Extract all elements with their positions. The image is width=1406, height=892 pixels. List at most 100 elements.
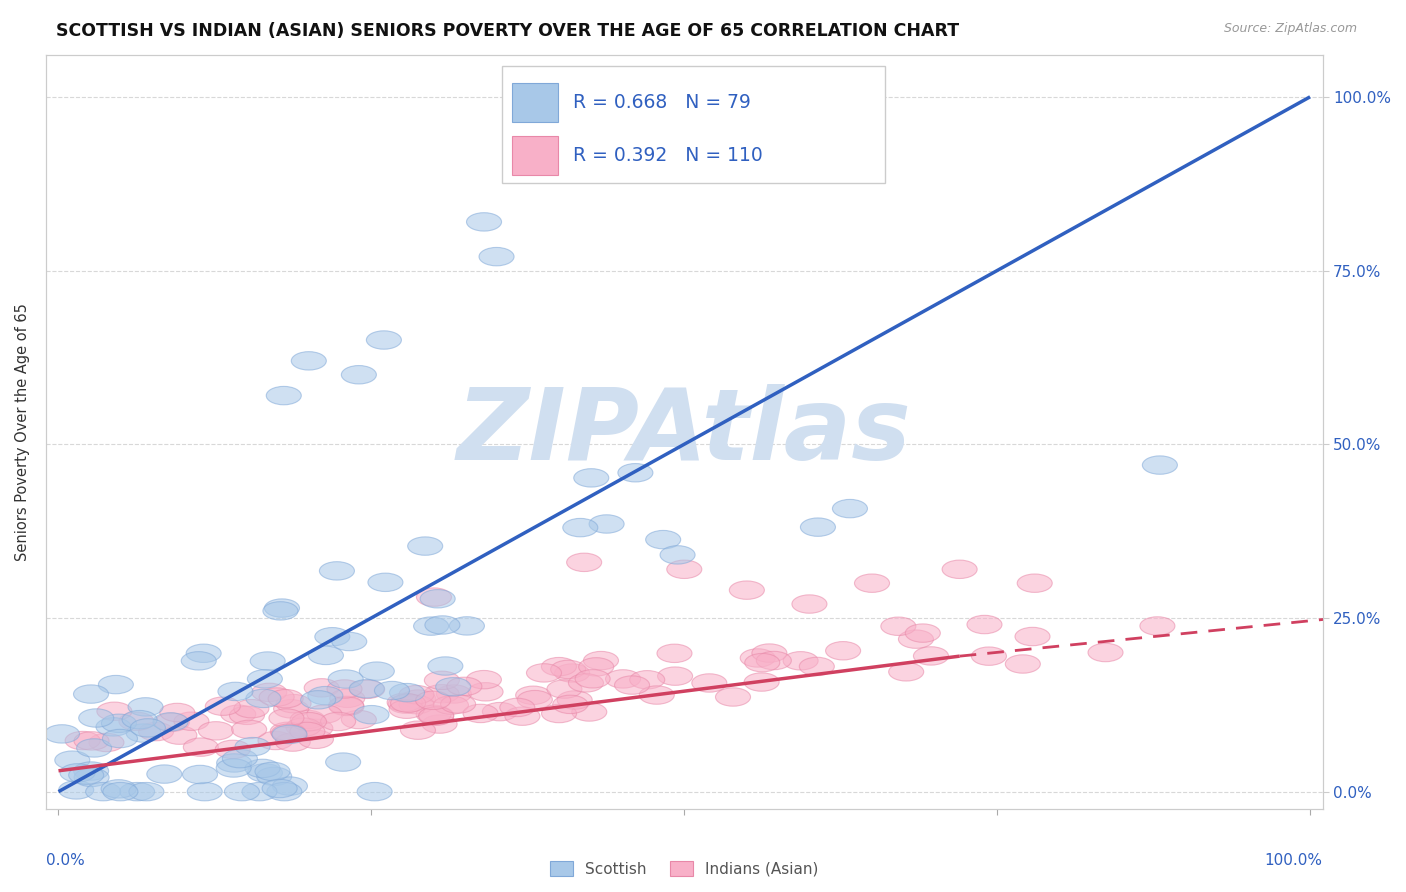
Ellipse shape	[73, 762, 108, 780]
Ellipse shape	[389, 700, 425, 718]
Ellipse shape	[425, 615, 460, 634]
Ellipse shape	[357, 782, 392, 801]
Ellipse shape	[399, 685, 434, 704]
Ellipse shape	[187, 782, 222, 801]
Ellipse shape	[436, 678, 471, 696]
Ellipse shape	[274, 699, 309, 718]
Ellipse shape	[447, 677, 482, 696]
Ellipse shape	[69, 766, 104, 784]
Ellipse shape	[889, 663, 924, 681]
Ellipse shape	[752, 644, 787, 662]
Ellipse shape	[408, 537, 443, 556]
Ellipse shape	[350, 680, 385, 698]
Ellipse shape	[96, 718, 131, 736]
Ellipse shape	[574, 468, 609, 487]
Ellipse shape	[332, 632, 367, 650]
Text: ZIPAtlas: ZIPAtlas	[457, 384, 911, 481]
Ellipse shape	[517, 690, 553, 709]
Ellipse shape	[267, 782, 302, 801]
Ellipse shape	[250, 652, 285, 670]
Ellipse shape	[630, 671, 665, 689]
Ellipse shape	[440, 695, 475, 714]
Ellipse shape	[399, 696, 434, 714]
Ellipse shape	[308, 687, 343, 705]
Ellipse shape	[218, 682, 253, 700]
Ellipse shape	[131, 719, 166, 737]
Ellipse shape	[120, 782, 155, 801]
Ellipse shape	[290, 723, 325, 740]
FancyBboxPatch shape	[502, 66, 884, 183]
Ellipse shape	[562, 518, 598, 537]
Ellipse shape	[98, 675, 134, 694]
Text: SCOTTISH VS INDIAN (ASIAN) SENIORS POVERTY OVER THE AGE OF 65 CORRELATION CHART: SCOTTISH VS INDIAN (ASIAN) SENIORS POVER…	[56, 22, 959, 40]
Ellipse shape	[329, 698, 364, 715]
Ellipse shape	[554, 664, 589, 682]
Ellipse shape	[304, 679, 339, 697]
Ellipse shape	[174, 712, 209, 731]
Ellipse shape	[215, 740, 250, 758]
Text: R = 0.668   N = 79: R = 0.668 N = 79	[574, 93, 751, 112]
Ellipse shape	[666, 560, 702, 579]
Ellipse shape	[291, 713, 326, 731]
Ellipse shape	[553, 695, 588, 714]
Ellipse shape	[276, 733, 311, 751]
Ellipse shape	[59, 780, 94, 799]
Ellipse shape	[298, 719, 333, 738]
Ellipse shape	[120, 712, 153, 731]
Ellipse shape	[86, 782, 121, 801]
Ellipse shape	[217, 754, 252, 772]
Ellipse shape	[222, 749, 257, 768]
Ellipse shape	[551, 660, 586, 679]
Ellipse shape	[271, 724, 307, 742]
Ellipse shape	[914, 647, 949, 665]
Ellipse shape	[657, 644, 692, 663]
Ellipse shape	[516, 686, 551, 705]
Ellipse shape	[354, 706, 389, 724]
Ellipse shape	[880, 617, 915, 635]
Text: R = 0.392   N = 110: R = 0.392 N = 110	[574, 146, 763, 165]
Ellipse shape	[799, 657, 834, 675]
Ellipse shape	[425, 671, 460, 690]
Ellipse shape	[252, 683, 287, 702]
Text: 100.0%: 100.0%	[1264, 854, 1323, 868]
Ellipse shape	[572, 703, 607, 722]
Ellipse shape	[205, 697, 240, 715]
Ellipse shape	[744, 673, 779, 691]
Ellipse shape	[308, 646, 343, 665]
Ellipse shape	[575, 670, 610, 688]
Ellipse shape	[505, 707, 540, 725]
Ellipse shape	[122, 710, 157, 729]
Ellipse shape	[153, 713, 188, 731]
Ellipse shape	[583, 651, 619, 670]
Ellipse shape	[326, 753, 361, 772]
Ellipse shape	[198, 722, 233, 740]
Ellipse shape	[75, 768, 110, 787]
Ellipse shape	[266, 386, 301, 405]
Ellipse shape	[307, 705, 342, 723]
Ellipse shape	[155, 713, 190, 731]
Ellipse shape	[183, 765, 218, 784]
Ellipse shape	[247, 764, 283, 782]
Ellipse shape	[614, 676, 650, 694]
Ellipse shape	[235, 738, 270, 756]
Ellipse shape	[659, 546, 695, 564]
Ellipse shape	[419, 706, 454, 725]
Ellipse shape	[321, 713, 356, 731]
Ellipse shape	[436, 685, 471, 703]
Ellipse shape	[181, 652, 217, 670]
Ellipse shape	[60, 764, 96, 782]
Ellipse shape	[606, 670, 641, 688]
Ellipse shape	[246, 690, 281, 707]
Ellipse shape	[1015, 627, 1050, 646]
Ellipse shape	[547, 680, 582, 698]
Ellipse shape	[541, 657, 576, 676]
Ellipse shape	[269, 709, 304, 727]
Text: Source: ZipAtlas.com: Source: ZipAtlas.com	[1223, 22, 1357, 36]
Ellipse shape	[271, 725, 307, 744]
Ellipse shape	[427, 657, 463, 675]
Ellipse shape	[301, 690, 336, 709]
Ellipse shape	[756, 651, 792, 670]
Ellipse shape	[419, 706, 454, 724]
Ellipse shape	[557, 690, 592, 709]
Ellipse shape	[368, 574, 404, 591]
